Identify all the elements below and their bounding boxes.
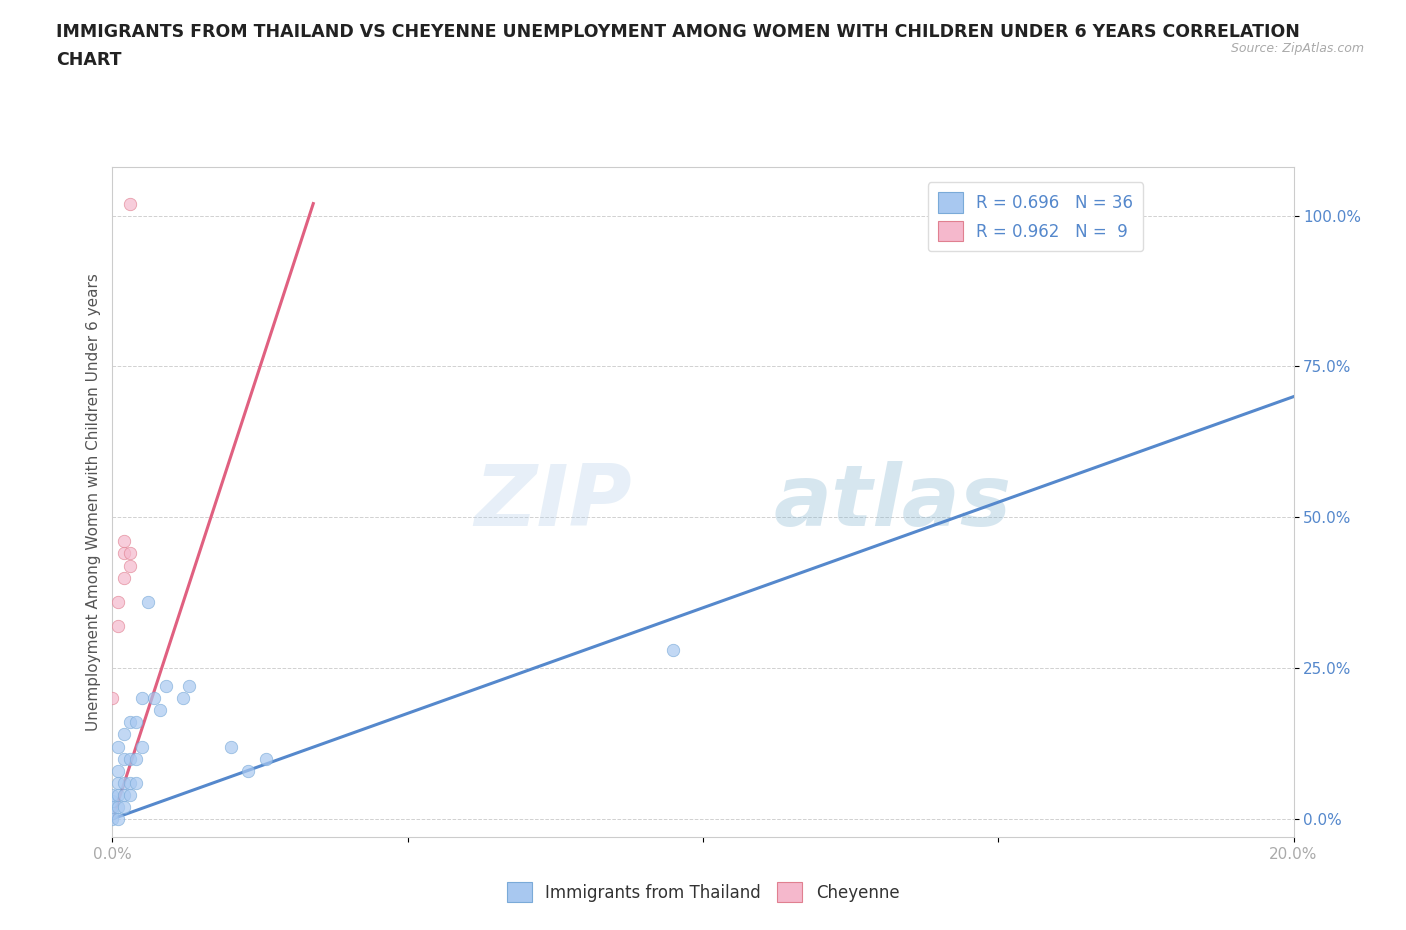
Point bbox=[112, 546, 135, 561]
Text: IMMIGRANTS FROM THAILAND VS CHEYENNE UNEMPLOYMENT AMONG WOMEN WITH CHILDREN UNDE: IMMIGRANTS FROM THAILAND VS CHEYENNE UNE… bbox=[56, 23, 1301, 41]
Point bbox=[125, 715, 148, 730]
Point bbox=[101, 788, 124, 803]
Point bbox=[112, 534, 135, 549]
Point bbox=[120, 751, 142, 766]
Point bbox=[107, 764, 129, 778]
Point bbox=[1046, 208, 1069, 223]
Point bbox=[120, 715, 142, 730]
Point bbox=[149, 703, 172, 718]
Point bbox=[107, 788, 129, 803]
Point bbox=[120, 196, 142, 211]
Legend: Immigrants from Thailand, Cheyenne: Immigrants from Thailand, Cheyenne bbox=[501, 875, 905, 909]
Y-axis label: Unemployment Among Women with Children Under 6 years: Unemployment Among Women with Children U… bbox=[86, 273, 101, 731]
Point bbox=[107, 812, 129, 827]
Text: CHART: CHART bbox=[56, 51, 122, 69]
Point bbox=[120, 776, 142, 790]
Point bbox=[112, 570, 135, 585]
Point bbox=[179, 679, 201, 694]
Point bbox=[155, 679, 177, 694]
Point bbox=[238, 764, 260, 778]
Point bbox=[101, 812, 124, 827]
Point bbox=[131, 739, 153, 754]
Point bbox=[112, 727, 135, 742]
Text: ZIP: ZIP bbox=[474, 460, 633, 544]
Point bbox=[101, 800, 124, 815]
Point bbox=[112, 788, 135, 803]
Point bbox=[112, 776, 135, 790]
Point bbox=[172, 691, 194, 706]
Point bbox=[125, 751, 148, 766]
Point bbox=[107, 594, 129, 609]
Point bbox=[107, 739, 129, 754]
Point bbox=[107, 776, 129, 790]
Point bbox=[112, 800, 135, 815]
Point bbox=[219, 739, 242, 754]
Point bbox=[107, 800, 129, 815]
Point bbox=[120, 558, 142, 573]
Text: atlas: atlas bbox=[773, 460, 1012, 544]
Point bbox=[662, 643, 685, 658]
Point bbox=[101, 691, 124, 706]
Point bbox=[101, 793, 124, 808]
Point bbox=[101, 805, 124, 820]
Point bbox=[107, 618, 129, 633]
Point bbox=[120, 788, 142, 803]
Point bbox=[142, 691, 165, 706]
Point bbox=[125, 776, 148, 790]
Point bbox=[254, 751, 277, 766]
Point bbox=[136, 594, 159, 609]
Point bbox=[120, 546, 142, 561]
Point bbox=[131, 691, 153, 706]
Point bbox=[112, 751, 135, 766]
Text: Source: ZipAtlas.com: Source: ZipAtlas.com bbox=[1230, 42, 1364, 55]
